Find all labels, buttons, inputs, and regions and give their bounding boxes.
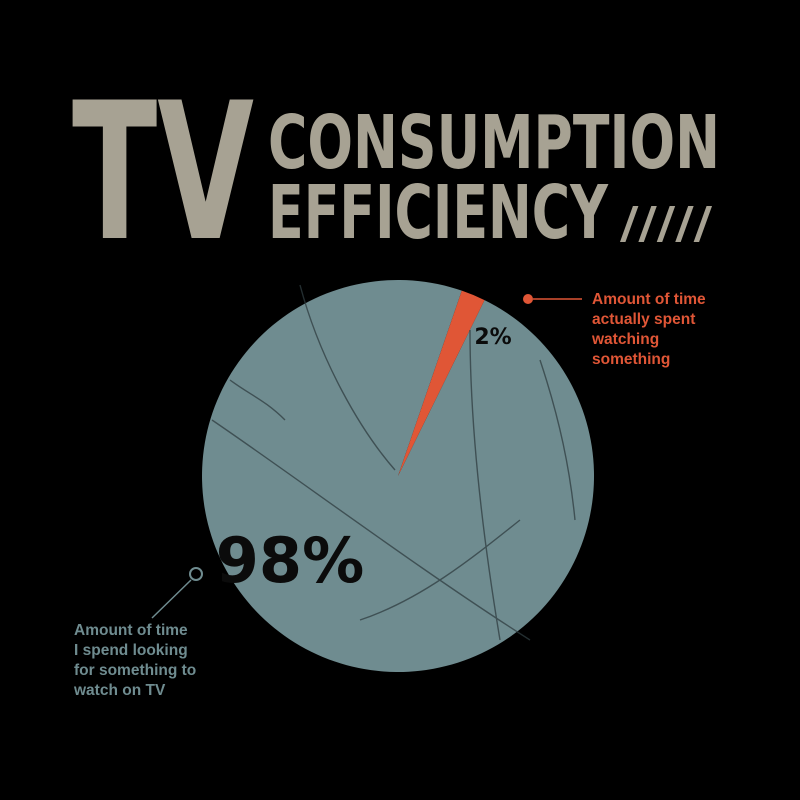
callout-98-line: for something to bbox=[74, 662, 196, 679]
callout-2-line: watching bbox=[591, 331, 659, 348]
scratch-line bbox=[229, 379, 286, 421]
callout-98: Amount of time I spend looking for somet… bbox=[73, 567, 203, 699]
callout-98-line: I spend looking bbox=[74, 642, 188, 659]
callout-line bbox=[151, 579, 192, 619]
scratch-line bbox=[211, 419, 531, 641]
scratch-line bbox=[299, 284, 396, 471]
callout-2-line: actually spent bbox=[592, 311, 695, 328]
callout-2-line: something bbox=[592, 351, 670, 368]
title-tv: TV bbox=[72, 62, 254, 283]
scratch-line bbox=[359, 519, 521, 621]
title-block: TV CONSUMPTION EFFICIENCY ///// bbox=[72, 62, 720, 283]
pie-slice-2 bbox=[398, 290, 485, 476]
pie-slice-98 bbox=[202, 280, 595, 673]
callout-dot bbox=[523, 294, 533, 304]
callout-2: Amount of time actually spent watching s… bbox=[523, 291, 710, 368]
callout-2-line: Amount of time bbox=[592, 291, 706, 308]
callout-98-text: Amount of time I spend looking for somet… bbox=[73, 622, 201, 699]
callout-98-line: Amount of time bbox=[74, 622, 188, 639]
callout-dot bbox=[189, 567, 203, 581]
callout-2-text: Amount of time actually spent watching s… bbox=[591, 291, 710, 368]
pie-value-label-98: 98% bbox=[216, 524, 364, 597]
scratch-line bbox=[539, 359, 576, 521]
title-efficiency: EFFICIENCY bbox=[268, 170, 609, 256]
callout-98-line: watch on TV bbox=[73, 682, 166, 699]
pie-chart: 98% 2% bbox=[202, 280, 595, 673]
pie-value-label-2: 2% bbox=[474, 325, 511, 350]
distress-texture bbox=[211, 284, 576, 641]
title-consumption: CONSUMPTION bbox=[268, 100, 720, 186]
title-slashes: ///// bbox=[620, 198, 713, 249]
scratch-line bbox=[469, 329, 501, 641]
